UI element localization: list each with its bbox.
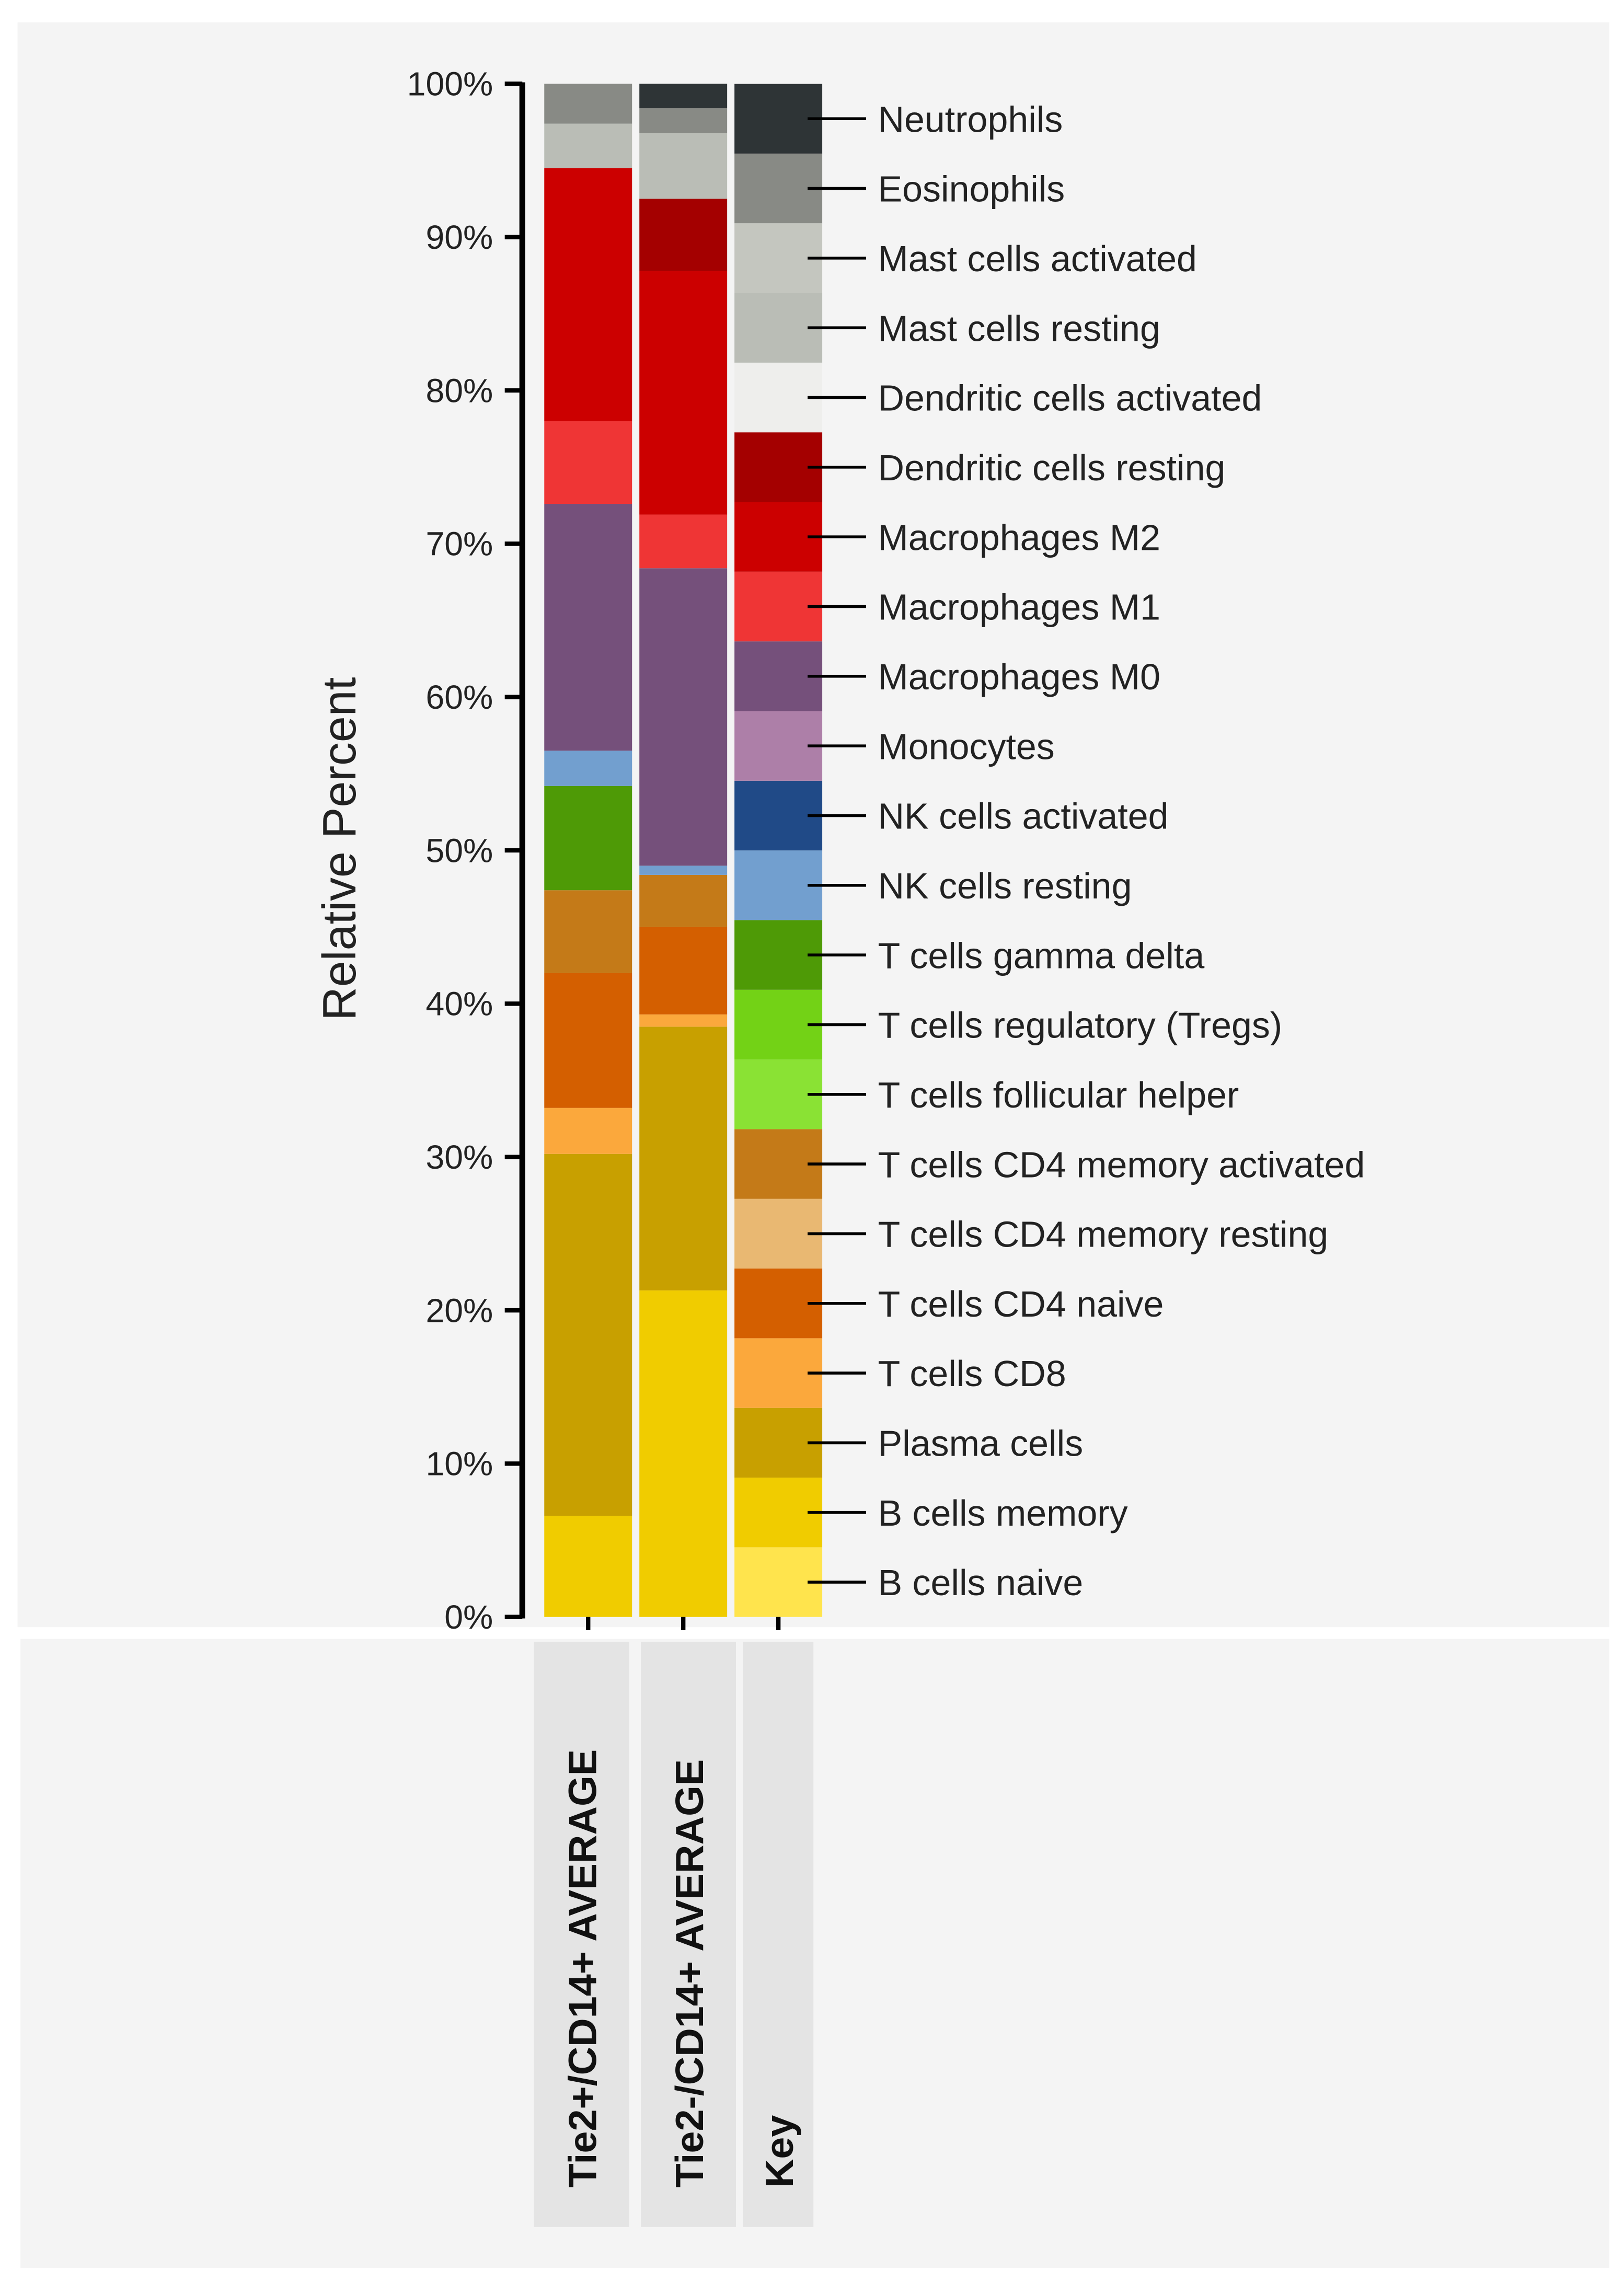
legend-label: Mast cells resting xyxy=(878,308,1160,349)
bar-segment-t-cells-cd4-memory-activated xyxy=(544,890,632,973)
bar-segment-eosinophils xyxy=(544,84,632,124)
bar-segment-t-cells-cd4-naive xyxy=(544,973,632,1108)
legend-label: T cells CD4 memory activated xyxy=(878,1144,1365,1185)
bar-segment-nk-cells-resting xyxy=(544,751,632,786)
bar-segment-mast-cells-resting xyxy=(639,133,728,199)
legend-label: B cells memory xyxy=(878,1493,1127,1533)
y-axis-title: Relative Percent xyxy=(313,677,365,1021)
bar-segment-b-cells-memory xyxy=(639,1290,728,1617)
bar-segment-t-cells-cd4-memory-activated xyxy=(639,874,728,927)
legend-label: T cells CD8 xyxy=(878,1353,1066,1394)
bar-segment-plasma-cells xyxy=(639,1027,728,1290)
y-tick-label: 80% xyxy=(425,372,493,409)
y-tick-label: 0% xyxy=(444,1598,493,1636)
bar-segment-nk-cells-resting xyxy=(639,866,728,875)
legend-label: T cells follicular helper xyxy=(878,1075,1239,1115)
category-label-box xyxy=(534,1642,629,2227)
legend-label: Dendritic cells resting xyxy=(878,447,1225,488)
legend-label: Plasma cells xyxy=(878,1423,1083,1464)
bar-segment-macrophages-m0 xyxy=(544,504,632,751)
y-tick-label: 100% xyxy=(407,65,493,103)
category-label-box xyxy=(641,1642,736,2227)
legend-label: T cells gamma delta xyxy=(878,935,1204,976)
y-tick-label: 40% xyxy=(425,985,493,1023)
legend-label: Macrophages M2 xyxy=(878,517,1160,558)
y-tick-label: 70% xyxy=(425,525,493,563)
bar-segment-macrophages-m2 xyxy=(544,168,632,421)
legend-label: Mast cells activated xyxy=(878,238,1197,279)
bar-segment-macrophages-m0 xyxy=(639,568,728,866)
bar-segment-eosinophils xyxy=(639,108,728,133)
bar-segment-dendritic-cells-resting xyxy=(639,199,728,271)
legend-label: NK cells resting xyxy=(878,866,1132,906)
legend-label: Macrophages M1 xyxy=(878,587,1160,628)
y-tick-label: 50% xyxy=(425,832,493,869)
category-label-box xyxy=(743,1642,814,2227)
label-panel xyxy=(20,1639,1610,2268)
legend-label: Dendritic cells activated xyxy=(878,378,1262,419)
bar-segment-t-cells-cd8 xyxy=(639,1014,728,1027)
y-tick-label: 60% xyxy=(425,678,493,716)
y-tick-label: 90% xyxy=(425,218,493,256)
y-tick-label: 10% xyxy=(425,1445,493,1483)
legend-label: NK cells activated xyxy=(878,796,1168,837)
bar-segment-mast-cells-resting xyxy=(544,123,632,168)
bar-segment-t-cells-cd4-naive xyxy=(639,927,728,1014)
legend-label: T cells regulatory (Tregs) xyxy=(878,1005,1282,1046)
legend-label: Monocytes xyxy=(878,726,1054,767)
y-tick-label: 20% xyxy=(425,1292,493,1329)
legend-label: T cells CD4 naive xyxy=(878,1284,1164,1324)
legend-label: Neutrophils xyxy=(878,99,1063,140)
x-tick-label: Tie2+/CD14+ AVERAGE xyxy=(561,1749,605,2188)
bar-segment-b-cells-memory xyxy=(544,1516,632,1617)
legend-label: Macrophages M0 xyxy=(878,656,1160,697)
bar-segment-t-cells-gamma-delta xyxy=(544,786,632,891)
y-tick-label: 30% xyxy=(425,1138,493,1176)
legend-label: Eosinophils xyxy=(878,169,1065,210)
legend-label: B cells naive xyxy=(878,1562,1083,1603)
x-tick-label: Tie2-/CD14+ AVERAGE xyxy=(668,1759,712,2188)
bar-segment-plasma-cells xyxy=(544,1154,632,1516)
legend-label: T cells CD4 memory resting xyxy=(878,1214,1328,1255)
bar-segment-macrophages-m1 xyxy=(639,514,728,569)
x-tick-label: Key xyxy=(758,2115,802,2188)
bar-segment-neutrophils xyxy=(639,84,728,109)
bar-segment-t-cells-cd8 xyxy=(544,1108,632,1154)
bar-segment-macrophages-m1 xyxy=(544,421,632,504)
bar-segment-macrophages-m2 xyxy=(639,271,728,515)
